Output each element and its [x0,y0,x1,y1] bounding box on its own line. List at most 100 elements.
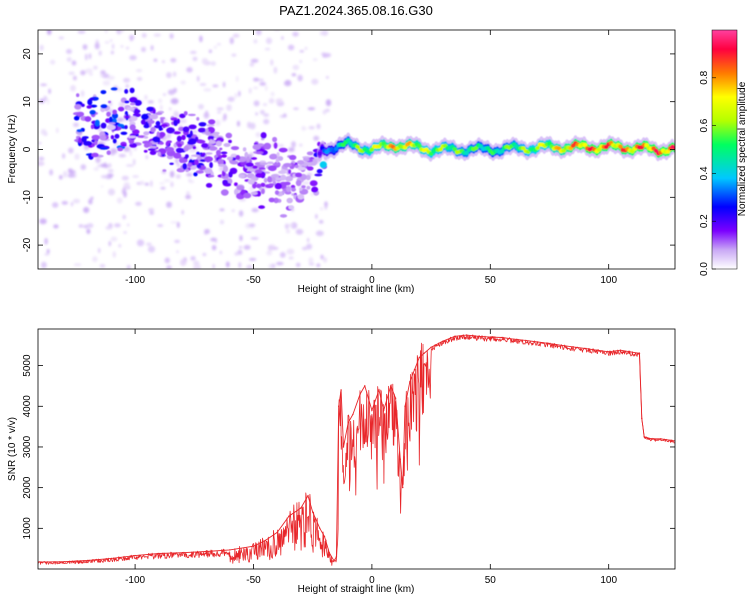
spectrogram-cell [135,69,143,72]
y-tick-label: 10 [22,96,33,108]
spectrogram-cell [237,249,243,255]
spectrogram-cell [179,158,188,163]
spectrogram-cell [112,109,117,115]
snr-data-point [87,559,89,562]
spectrogram-cell [157,151,161,157]
spectrogram-cell [76,111,85,117]
spectrogram-cell [225,261,230,268]
spectrogram-cell [134,99,142,106]
spectrogram-cell [172,131,181,135]
spectrogram-cell [91,152,99,158]
spectrogram-cell [291,73,297,77]
snr-data-point [134,554,136,557]
spectrogram-cell [162,60,165,63]
spectrogram-cell [260,110,265,115]
spectrogram-cell [80,90,85,97]
snr-data-point [110,557,113,560]
snr-data-point [181,552,184,554]
spectrogram-cell [100,122,107,129]
spectrogram-cell [313,135,320,141]
spectrogram-cell [221,154,227,158]
spectrogram-cell [299,59,302,64]
spectrogram-cell [199,83,207,86]
spectrogram-cell [148,208,155,213]
spectrogram-cell [265,37,273,45]
spectrogram-cell [326,76,329,79]
spectrogram-cell [49,169,53,176]
y-tick-label: 0 [22,146,33,152]
spectrogram-cell [294,164,300,169]
spectrogram-cell [72,75,77,81]
spectrogram-cell [582,142,588,148]
spectrogram-cell [314,173,323,177]
spectrogram-cell [102,80,111,86]
colorbar: 0.0 0.2 0.4 0.6 0.8 Normalized spectral ampl… [699,29,748,276]
spectrogram-cell [283,163,292,168]
spectrogram-cell [307,107,316,111]
spectrogram-cell [66,57,72,62]
snr-data-point [359,393,361,395]
spectrogram-cell [234,93,238,98]
snr-data-point [312,511,314,513]
y-tick-label: 3000 [22,435,33,458]
spectrogram-cell [185,169,189,173]
spectrogram-cell [229,160,239,165]
spectrogram-cell [140,119,146,125]
spectrogram-cell [143,131,150,136]
spectrogram-cell [286,186,291,193]
spectrogram-cell [168,89,175,95]
spectrogram-cell [158,98,163,104]
spectrogram-cell [236,75,239,82]
spectrogram-cell [266,161,274,165]
spectrogram-cell [176,135,182,142]
spectrogram-cell [58,36,64,40]
spectrogram-cell [306,185,311,190]
spectrogram-cell [38,156,45,161]
spectrogram-cell [134,108,139,115]
spectrogram-cell [274,182,282,190]
spectrogram-cell [334,146,339,151]
spectrogram-cell [271,176,276,182]
spectrogram-cell [39,44,44,51]
spectrogram-cell [253,100,260,107]
spectrogram-cell [199,35,203,43]
snr-data-point [402,486,404,489]
spectrogram-cell [319,161,327,169]
spectrogram-cell [219,147,223,151]
spectrogram-cell [237,120,240,127]
snr-data-point [465,334,468,336]
spectrogram-cell [251,208,259,213]
spectrogram-cell [158,131,166,138]
spectrogram-cell [152,136,161,143]
spectrogram-cell [306,243,313,250]
snr-data-point [328,552,330,554]
figure-title: PAZ1.2024.365.08.16.G30 [279,3,433,18]
spectrogram-cell [189,130,193,137]
spectrogram-cell [78,137,82,144]
colorbar-gradient [711,29,738,270]
spectrogram-cell [105,30,108,34]
spectrogram-cell [266,250,273,256]
spectrogram-cell [275,98,283,104]
spectrogram-cell [220,189,229,196]
snr-data-point [489,336,491,338]
snr-data-point [423,352,425,355]
spectrogram-cell [40,129,47,135]
snr-data-point [404,405,406,407]
spectrogram-cell [438,147,443,152]
snr-data-point [399,458,401,460]
spectrogram-cell [159,182,165,185]
spectrogram-cell [204,131,211,134]
spectrogram-plot-area [38,30,675,269]
snr-data-point [409,381,411,383]
x-tick-label: -50 [246,575,261,586]
spectrogram-cell [62,153,66,159]
spectrogram-cell [302,156,311,159]
spectrogram-cell [248,224,256,227]
spectrogram-cell [201,58,208,65]
spectrogram-cell [273,197,279,204]
snr-data-point [641,417,643,420]
spectrogram-cell [152,108,156,115]
